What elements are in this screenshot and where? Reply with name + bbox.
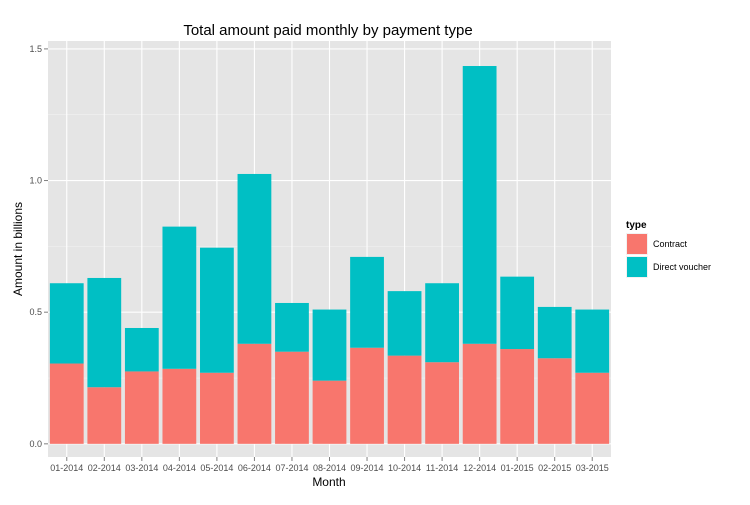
bar-contract <box>387 355 422 444</box>
y-tick-label: 1.5 <box>29 44 42 54</box>
bar-direct-voucher <box>87 277 122 388</box>
bar-contract <box>275 351 309 444</box>
legend-label: Direct voucher <box>653 262 711 272</box>
x-tick-label: 04-2014 <box>163 463 196 473</box>
bar-contract <box>237 343 272 444</box>
chart-title: Total amount paid monthly by payment typ… <box>183 22 472 39</box>
bar-direct-voucher <box>500 276 535 350</box>
axes: 0.0 0.5 1.0 1.5 01-2014 02-2014 03-2014 04-2014… <box>29 44 608 473</box>
bar-contract <box>124 371 159 444</box>
y-tick-label: 1.0 <box>29 176 42 186</box>
bars <box>49 66 610 444</box>
x-tick-label: 05-2014 <box>200 463 233 473</box>
bar-direct-voucher <box>575 309 610 373</box>
bar-direct-voucher <box>200 247 234 373</box>
bar-direct-voucher <box>350 256 384 348</box>
legend-title: type <box>626 220 647 231</box>
legend: type Contract Direct voucher <box>626 220 711 278</box>
bar-contract <box>162 368 197 444</box>
x-tick-label: 03-2015 <box>576 463 609 473</box>
x-tick-label: 02-2014 <box>88 463 121 473</box>
x-tick-label: 08-2014 <box>313 463 346 473</box>
bar-contract <box>350 347 384 444</box>
bar-direct-voucher <box>124 327 159 372</box>
bar-direct-voucher <box>425 283 459 363</box>
x-axis-label: Month <box>312 475 345 489</box>
bar-contract <box>575 372 610 444</box>
x-tick-label: 02-2015 <box>538 463 571 473</box>
bar-direct-voucher <box>312 309 347 381</box>
y-tick-label: 0.5 <box>29 307 42 317</box>
x-tick-label: 11-2014 <box>426 463 458 473</box>
bar-contract <box>462 343 497 444</box>
x-tick-label: 07-2014 <box>275 463 308 473</box>
x-tick-label: 01-2015 <box>501 463 534 473</box>
legend-label: Contract <box>653 239 688 249</box>
bar-contract <box>425 362 459 444</box>
bar-contract <box>49 363 84 444</box>
bar-direct-voucher <box>387 291 422 356</box>
x-tick-label: 12-2014 <box>463 463 496 473</box>
legend-swatch <box>627 257 647 277</box>
legend-swatch <box>627 234 647 254</box>
bar-direct-voucher <box>49 283 84 364</box>
x-tick-label: 10-2014 <box>388 463 421 473</box>
bar-contract <box>87 387 122 444</box>
x-tick-label: 03-2014 <box>125 463 158 473</box>
x-tick-label: 09-2014 <box>351 463 384 473</box>
bar-contract <box>537 358 572 444</box>
y-tick-label: 0.0 <box>29 439 42 449</box>
bar-contract <box>200 372 234 444</box>
bar-direct-voucher <box>237 173 272 344</box>
bar-direct-voucher <box>462 66 497 344</box>
x-tick-label: 01-2014 <box>50 463 83 473</box>
bar-contract <box>312 380 347 444</box>
bar-direct-voucher <box>162 226 197 369</box>
y-axis-label: Amount in billions <box>11 202 25 296</box>
bar-direct-voucher <box>275 302 309 352</box>
x-tick-label: 06-2014 <box>238 463 271 473</box>
bar-contract <box>500 349 535 444</box>
bar-direct-voucher <box>537 306 572 359</box>
